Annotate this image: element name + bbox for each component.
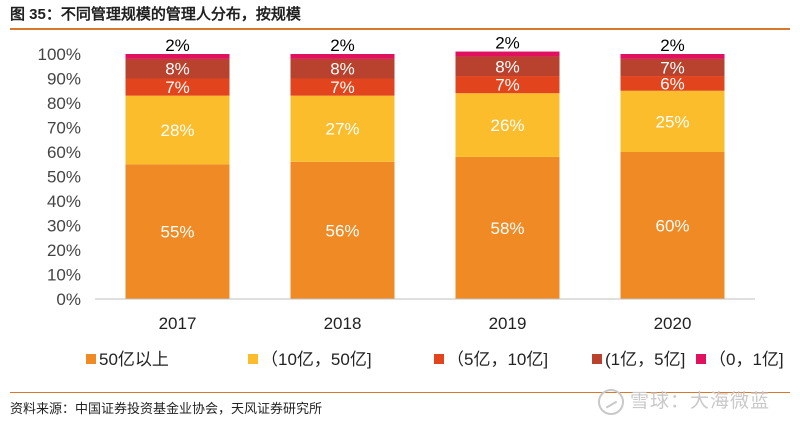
bar-segment <box>290 58 395 79</box>
bar-segment <box>125 54 230 59</box>
y-tick-label: 80% <box>47 94 81 113</box>
source-note: 资料来源：中国证券投资基金业协会，天风证券研究所 <box>10 401 323 416</box>
data-label: 8% <box>165 60 190 79</box>
bar-segment <box>290 54 395 59</box>
bar-segment <box>620 90 725 152</box>
data-label: 28% <box>160 121 194 140</box>
x-tick-label: 2017 <box>159 314 197 333</box>
legend-label: （10亿，50亿] <box>261 350 372 369</box>
data-label: 2% <box>165 36 190 55</box>
data-label: 2% <box>330 36 355 55</box>
y-tick-label: 70% <box>47 119 81 138</box>
data-label: 7% <box>330 78 355 97</box>
stacked-bar-chart: 0% 10% 20% 30% 40% 50% 60% 70% 80% 90% 100% 55% 28%… <box>38 34 784 369</box>
y-tick-label: 50% <box>47 168 81 187</box>
data-label: 2% <box>660 36 685 55</box>
bar-segment <box>620 152 725 299</box>
y-tick-label: 10% <box>47 266 81 285</box>
bar-segment <box>620 76 725 91</box>
data-label: 7% <box>660 58 685 77</box>
data-label: 6% <box>660 74 685 93</box>
data-label: 26% <box>490 116 524 135</box>
y-tick-label: 0% <box>56 290 81 309</box>
legend-swatch <box>434 354 444 364</box>
data-label: 60% <box>655 217 689 236</box>
bar-segment <box>455 56 560 77</box>
bar-segment <box>290 161 395 299</box>
bar-segment <box>455 76 560 94</box>
legend: 50亿以上 （10亿，50亿] （5亿，10亿] (1亿，5亿] （0，1亿] <box>86 350 784 369</box>
bars-group: 55%28%7%8%2%56%27%7%8%2%58%26%7%8%2%60%2… <box>125 34 725 299</box>
legend-swatch <box>696 354 706 364</box>
data-label: 2% <box>495 34 520 53</box>
bar-segment <box>125 58 230 79</box>
data-label: 55% <box>160 223 194 242</box>
y-tick-label: 100% <box>38 45 81 64</box>
footer-divider <box>10 392 790 393</box>
bar-segment <box>455 51 560 57</box>
data-label: 7% <box>495 76 520 95</box>
bar-segment <box>455 156 560 299</box>
bar-segment <box>620 54 725 59</box>
y-tick-label: 30% <box>47 217 81 236</box>
watermark: 雪球：大海微蓝 <box>597 386 770 415</box>
legend-swatch <box>592 354 602 364</box>
data-label: 27% <box>325 120 359 139</box>
y-tick-label: 90% <box>47 70 81 89</box>
legend-label: 50亿以上 <box>99 350 169 369</box>
bar-segment <box>455 93 560 157</box>
x-axis: 2017 2018 2019 2020 <box>95 298 755 333</box>
bar-segment <box>125 164 230 299</box>
title-divider <box>10 28 790 30</box>
data-label: 8% <box>330 60 355 79</box>
data-label: 25% <box>655 112 689 131</box>
watermark-text: 雪球：大海微蓝 <box>629 391 770 412</box>
x-tick-label: 2019 <box>489 314 527 333</box>
legend-label: (1亿，5亿] <box>605 350 685 369</box>
bar-segment <box>125 95 230 165</box>
data-label: 56% <box>325 221 359 240</box>
bar-segment <box>620 58 725 77</box>
snowball-logo-icon <box>597 388 624 415</box>
bar-segment <box>125 78 230 96</box>
bar-segment <box>290 95 395 162</box>
y-axis: 0% 10% 20% 30% 40% 50% 60% 70% 80% 90% 100% <box>38 45 81 309</box>
y-tick-label: 40% <box>47 192 81 211</box>
data-label: 58% <box>490 219 524 238</box>
legend-swatch <box>248 354 258 364</box>
y-tick-label: 60% <box>47 143 81 162</box>
legend-label: （0，1亿] <box>709 350 784 369</box>
x-tick-label: 2020 <box>654 314 692 333</box>
data-label: 8% <box>495 57 520 76</box>
legend-label: （5亿，10亿] <box>447 350 548 369</box>
x-tick-label: 2018 <box>324 314 362 333</box>
data-label: 7% <box>165 78 190 97</box>
y-tick-label: 20% <box>47 241 81 260</box>
legend-swatch <box>86 354 96 364</box>
bar-segment <box>290 78 395 96</box>
figure-title: 图 35：不同管理规模的管理人分布，按规模 <box>10 6 301 23</box>
